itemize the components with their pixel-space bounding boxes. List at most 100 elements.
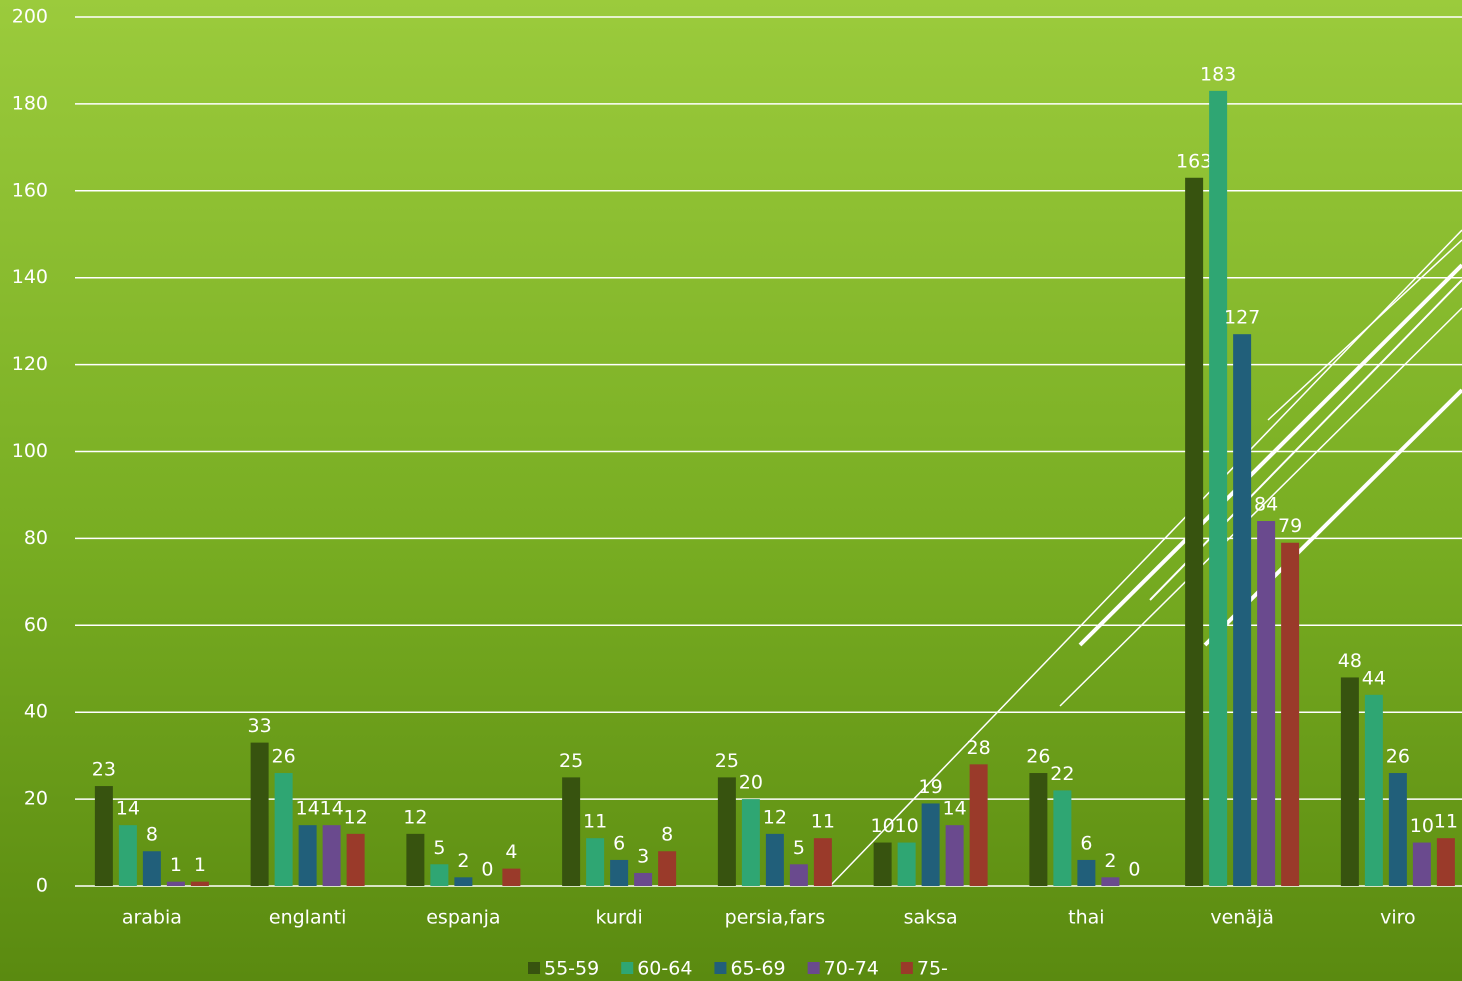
bar [813, 838, 832, 886]
y-tick-label: 80 [24, 527, 48, 549]
data-label: 183 [1200, 63, 1236, 85]
data-label: 26 [272, 746, 296, 768]
data-label: 0 [481, 859, 493, 881]
bar [586, 838, 605, 886]
legend: 55-59 60-64 65-69 70-74 75- [528, 958, 948, 980]
bar [789, 864, 808, 886]
bar [1257, 521, 1276, 886]
bar [274, 773, 293, 886]
data-label: 23 [92, 759, 116, 781]
bar [945, 825, 964, 886]
data-label: 163 [1176, 150, 1212, 172]
legend-label: 75- [917, 958, 948, 980]
data-label: 79 [1278, 515, 1302, 537]
bar [1077, 859, 1096, 886]
bar [634, 872, 653, 886]
bar [969, 764, 988, 886]
y-tick-label: 180 [12, 92, 48, 114]
data-label: 0 [1128, 859, 1140, 881]
data-label: 26 [1386, 746, 1410, 768]
data-label: 11 [811, 811, 835, 833]
legend-swatch [528, 962, 540, 974]
y-tick-label: 160 [12, 179, 48, 201]
x-tick-label: englanti [269, 907, 346, 929]
data-label: 48 [1338, 650, 1362, 672]
data-label: 10 [895, 815, 919, 837]
y-tick-label: 200 [12, 6, 48, 28]
bar [1053, 790, 1072, 886]
legend-swatch [621, 962, 634, 974]
bar [1340, 677, 1359, 886]
data-label: 10 [1410, 815, 1434, 837]
x-tick-label: viro [1380, 907, 1416, 929]
data-label: 11 [583, 811, 607, 833]
x-tick-label: espanja [426, 907, 500, 929]
bar [1029, 773, 1048, 886]
y-tick-label: 140 [12, 266, 48, 288]
bar [765, 833, 784, 886]
y-tick-label: 120 [12, 353, 48, 375]
y-tick-label: 0 [36, 875, 48, 897]
bar [406, 833, 425, 886]
bar [1281, 542, 1300, 886]
data-label: 4 [505, 841, 517, 863]
bar [454, 877, 473, 886]
bar [741, 799, 760, 886]
legend-swatch [714, 962, 727, 974]
data-label: 2 [457, 850, 469, 872]
bar [610, 859, 629, 886]
bar [322, 825, 341, 886]
bar [118, 825, 137, 886]
legend-label: 60-64 [637, 958, 692, 980]
y-tick-label: 60 [24, 614, 48, 636]
data-label: 6 [1080, 832, 1092, 854]
data-label: 8 [661, 824, 673, 846]
bar [1412, 842, 1431, 886]
y-tick-label: 20 [24, 788, 48, 810]
y-tick-label: 40 [24, 701, 48, 723]
legend-swatch [900, 962, 913, 974]
data-label: 12 [763, 806, 787, 828]
legend-swatch [807, 962, 820, 974]
data-label: 1 [170, 854, 182, 876]
bar [94, 786, 113, 886]
data-label: 26 [1026, 746, 1050, 768]
legend-label: 55-59 [544, 958, 599, 980]
data-label: 14 [943, 798, 967, 820]
data-label: 14 [296, 798, 320, 820]
legend-label: 65-69 [730, 958, 785, 980]
data-label: 8 [146, 824, 158, 846]
data-label: 25 [715, 750, 739, 772]
x-tick-label: thai [1068, 907, 1104, 929]
bar [873, 842, 892, 886]
data-label: 11 [1434, 811, 1458, 833]
bar [430, 864, 449, 886]
x-tick-label: arabia [122, 907, 182, 929]
x-tick-label: persia,fars [725, 907, 825, 929]
bar [1209, 90, 1228, 887]
bar [921, 803, 940, 886]
bar [1436, 838, 1455, 886]
bar [1233, 334, 1252, 886]
data-label: 28 [967, 737, 991, 759]
data-label: 22 [1050, 763, 1074, 785]
y-tick-label: 100 [12, 440, 48, 462]
data-label: 5 [433, 837, 445, 859]
bar [1185, 177, 1204, 886]
bar [298, 825, 317, 886]
bar [346, 833, 365, 886]
data-label: 14 [116, 798, 140, 820]
data-label: 19 [919, 776, 943, 798]
bar [717, 777, 736, 886]
bar [166, 881, 185, 886]
x-tick-label: venäjä [1210, 907, 1274, 929]
data-label: 10 [871, 815, 895, 837]
bar [142, 851, 161, 886]
bar [897, 842, 916, 886]
data-label: 6 [613, 832, 625, 854]
data-label: 33 [248, 715, 272, 737]
data-label: 12 [403, 806, 427, 828]
data-label: 84 [1254, 494, 1278, 516]
bar [562, 777, 581, 886]
